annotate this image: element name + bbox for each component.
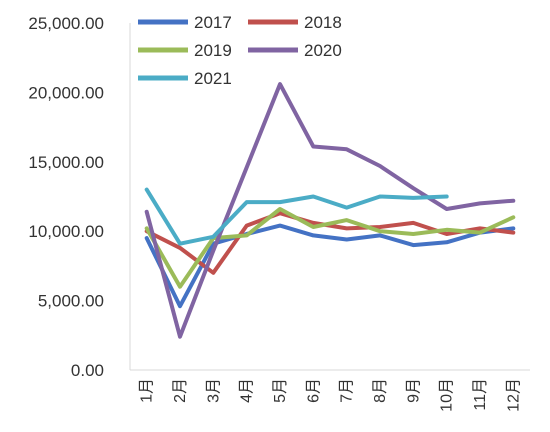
legend-item-2020: 2020: [248, 41, 342, 60]
x-tick-label: 1月: [139, 378, 156, 403]
x-tick-label: 8月: [372, 378, 389, 403]
legend-item-2018: 2018: [248, 13, 342, 32]
legend-label: 2018: [304, 13, 342, 32]
legend-label: 2021: [194, 69, 232, 88]
y-tick-label: 20,000.00: [28, 83, 104, 102]
y-axis-ticks: 0.00 5,000.00 10,000.00 15,000.00 20,000.00 2…: [28, 14, 104, 380]
y-tick-label: 10,000.00: [28, 222, 104, 241]
x-tick-label: 4月: [239, 378, 256, 403]
x-tick-label: 12月: [505, 378, 522, 412]
x-tick-label: 3月: [205, 378, 222, 403]
x-axis-ticks: 1月 2月 3月 4月 5月 6月 7月 8月 9月 10月 11月 12月: [139, 378, 523, 412]
legend-label: 2020: [304, 41, 342, 60]
x-tick-label: 2月: [172, 378, 189, 403]
y-tick-label: 15,000.00: [28, 153, 104, 172]
x-tick-label: 6月: [305, 378, 322, 403]
legend-item-2021: 2021: [138, 69, 232, 88]
series-lines: [144, 82, 516, 339]
y-tick-label: 25,000.00: [28, 14, 104, 33]
x-tick-label: 11月: [472, 378, 489, 411]
x-tick-label: 5月: [272, 378, 289, 403]
series-line-2019: [144, 207, 516, 289]
series-line-2020: [144, 82, 516, 339]
series-line-2021: [144, 187, 449, 246]
legend: 2017 2018 2019 2020 2021: [138, 13, 342, 88]
legend-item-2019: 2019: [138, 41, 232, 60]
legend-item-2017: 2017: [138, 13, 232, 32]
y-tick-label: 0.00: [71, 361, 104, 380]
x-tick-label: 10月: [439, 378, 456, 412]
x-tick-label: 9月: [405, 378, 422, 403]
series-line-2017: [144, 223, 516, 309]
y-tick-label: 5,000.00: [38, 292, 104, 311]
legend-label: 2017: [194, 13, 232, 32]
x-tick-label: 7月: [339, 378, 356, 403]
legend-label: 2019: [194, 41, 232, 60]
